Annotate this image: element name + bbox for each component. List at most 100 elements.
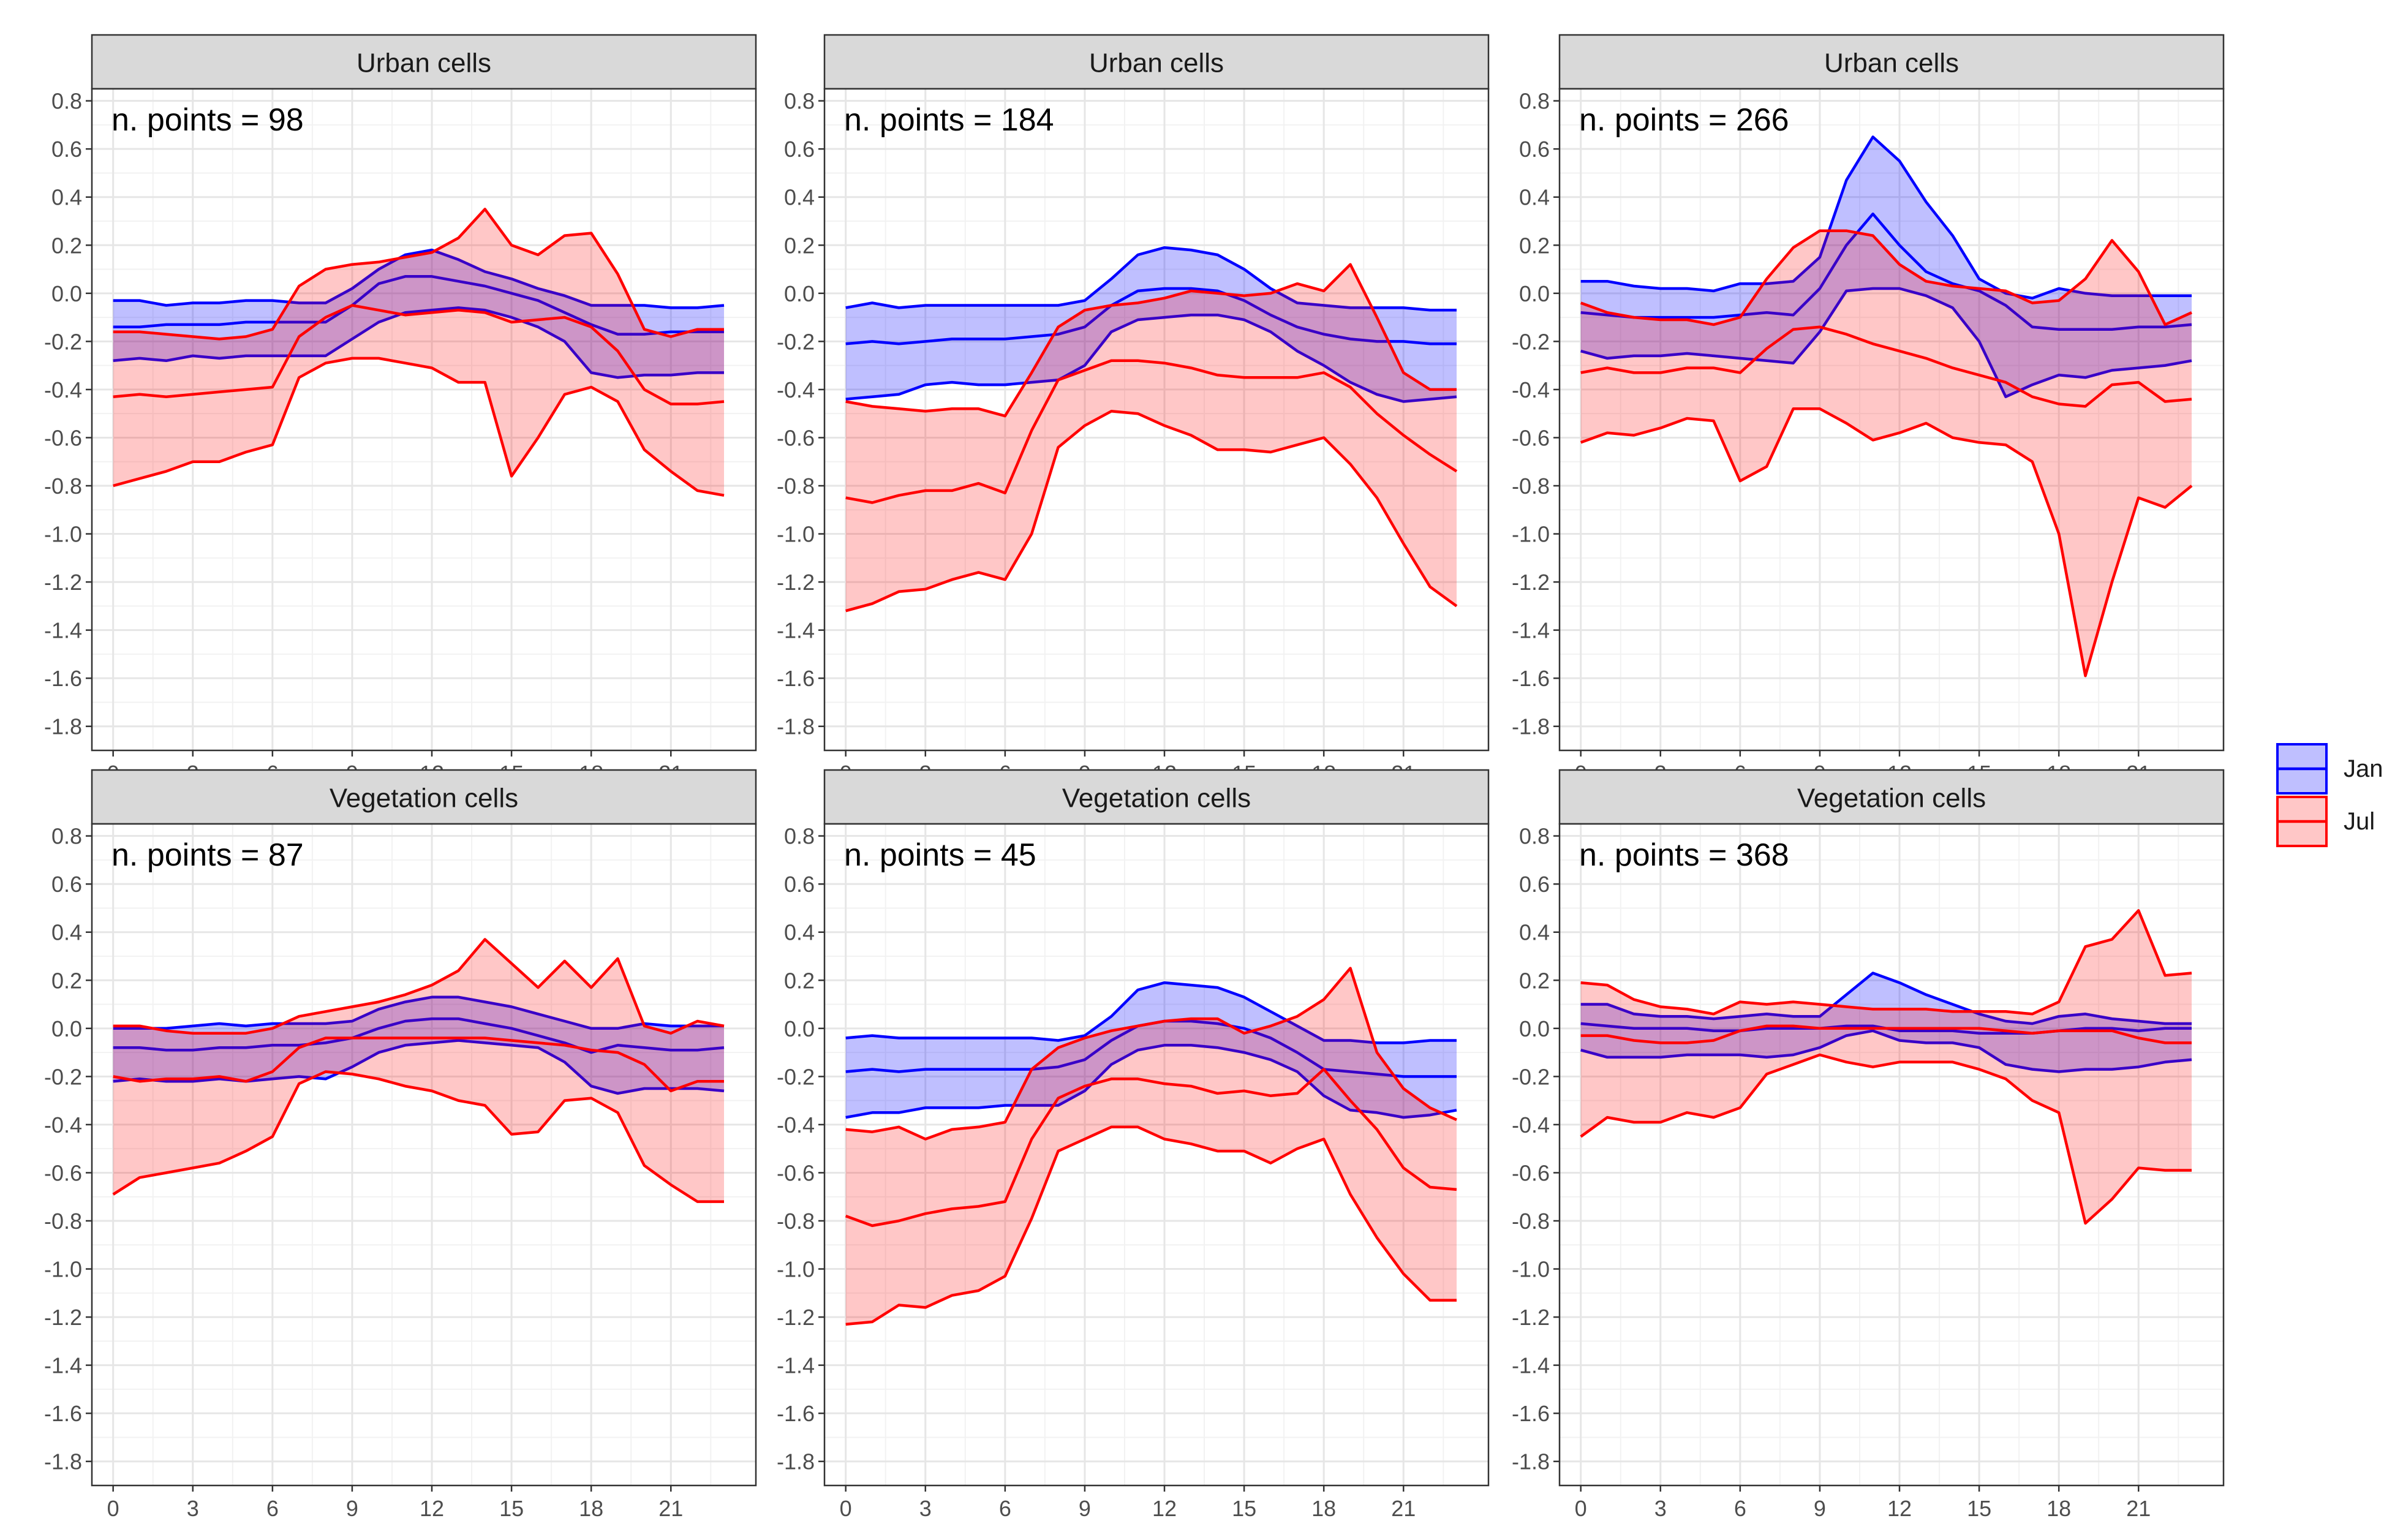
y-tick-label: -0.8 — [1512, 474, 1550, 499]
y-tick-label: -0.2 — [1512, 1064, 1550, 1089]
y-tick-label: -0.6 — [777, 425, 815, 450]
line-jan-lower — [113, 1039, 725, 1095]
y-tick-label: -0.2 — [44, 329, 82, 354]
series-layer — [113, 208, 725, 497]
line-jul-upper — [113, 208, 724, 341]
panel-border — [1558, 823, 2225, 1487]
y-tick-label: 0.6 — [784, 137, 815, 162]
x-tick-label: 15 — [1232, 1496, 1256, 1521]
y-tick-label: 0.8 — [784, 89, 815, 114]
y-tick-label: -1.6 — [777, 666, 815, 691]
y-tick-label: -1.0 — [1512, 522, 1550, 547]
x-tick-label: 3 — [919, 1496, 932, 1521]
y-tick-label: 0.8 — [51, 824, 82, 849]
facet-strip-label: Vegetation cells — [1062, 783, 1251, 813]
y-tick-label: -0.2 — [44, 1064, 82, 1089]
n-points-annotation: n. points = 98 — [111, 102, 304, 138]
series-layer — [112, 938, 725, 1203]
y-tick-label: 0.8 — [51, 89, 82, 114]
y-tick-label: -0.4 — [777, 377, 815, 402]
x-tick-label: 6 — [1734, 1496, 1746, 1521]
line-jul-median — [113, 1036, 724, 1093]
line-jul-upper — [1580, 909, 2192, 1016]
y-tick-label: -1.6 — [1512, 666, 1550, 691]
n-points-annotation: n. points = 368 — [1579, 837, 1789, 873]
x-tick-label: 21 — [2126, 1496, 2151, 1521]
line-jan-upper — [1580, 972, 2192, 1025]
y-tick-label: -0.2 — [777, 329, 815, 354]
line-jul-median — [845, 359, 1458, 504]
line-jan-lower — [1580, 287, 2192, 398]
line-jan-median — [113, 1017, 725, 1054]
y-tick-label: 0.6 — [1519, 872, 1550, 897]
y-tick-label: -1.0 — [777, 1257, 815, 1282]
y-tick-label: -1.8 — [1512, 714, 1550, 739]
facet-strip — [91, 769, 757, 825]
y-tick-label: 0.4 — [784, 185, 815, 210]
y-tick-label: -1.8 — [44, 714, 82, 739]
line-jul-upper — [113, 938, 725, 1035]
y-tick-label: -0.8 — [44, 1209, 82, 1234]
y-tick-label: 0.6 — [51, 872, 82, 897]
y-tick-label: -1.2 — [777, 570, 815, 595]
panel-border — [1558, 88, 2225, 752]
y-tick-label: 0.2 — [1519, 233, 1550, 258]
plot-area — [824, 89, 1488, 750]
facet-strip — [823, 769, 1490, 825]
y-tick-label: -1.6 — [1512, 1401, 1550, 1426]
panel-6: Vegetation cells n. points = 368 0.8 0.6 0.4… — [1512, 769, 2225, 1521]
line-jul-lower — [112, 1070, 724, 1203]
x-tick-label: 12 — [1152, 1496, 1177, 1521]
y-tick-label: 0.6 — [51, 137, 82, 162]
x-tick-label: 6 — [999, 1496, 1011, 1521]
y-tick-label: 0.4 — [784, 920, 815, 945]
facet-strip-label: Vegetation cells — [330, 783, 518, 813]
y-tick-label: 0.0 — [1519, 1016, 1550, 1041]
facet-strip — [1558, 769, 2225, 825]
y-tick-label: -1.0 — [777, 522, 815, 547]
y-tick-label: 0.8 — [1519, 89, 1550, 114]
y-tick-label: 0.8 — [1519, 824, 1550, 849]
facet-strip — [91, 34, 757, 90]
line-jul-lower — [1580, 407, 2193, 678]
y-tick-label: -1.8 — [44, 1449, 82, 1474]
legend-label-jul: Jul — [2344, 808, 2375, 835]
y-tick-label: 0.0 — [784, 1016, 815, 1041]
y-tick-label: 0.8 — [784, 824, 815, 849]
ribbon-jul — [845, 968, 1457, 1324]
line-jan-lower — [845, 313, 1457, 403]
x-tick-label: 18 — [2047, 1496, 2071, 1521]
y-tick-label: -1.0 — [1512, 1257, 1550, 1282]
n-points-annotation: n. points = 266 — [1579, 102, 1789, 138]
y-tick-label: 0.4 — [51, 920, 82, 945]
plot-area — [92, 824, 756, 1485]
series-layer — [1580, 135, 2193, 678]
y-tick-label: -1.6 — [44, 666, 82, 691]
line-jan-upper — [845, 246, 1457, 312]
line-jul-median — [1580, 325, 2192, 408]
n-points-annotation: n. points = 87 — [111, 837, 304, 873]
y-tick-label: 0.2 — [1519, 968, 1550, 993]
y-tick-label: 0.0 — [51, 281, 82, 306]
facet-strip-label: Urban cells — [1089, 48, 1224, 78]
line-jan-upper — [845, 981, 1457, 1044]
y-tick-label: -0.8 — [44, 474, 82, 499]
y-tick-label: -1.8 — [777, 714, 815, 739]
facet-strip-label: Vegetation cells — [1797, 783, 1986, 813]
line-jan-median — [1580, 212, 2192, 331]
y-tick-label: 0.4 — [1519, 185, 1550, 210]
y-tick-label: -1.4 — [777, 618, 815, 643]
plot-area — [1560, 89, 2224, 750]
line-jul-lower — [1580, 1053, 2192, 1225]
line-jul-upper — [845, 967, 1457, 1141]
x-tick-label: 3 — [187, 1496, 199, 1521]
y-tick-label: -0.4 — [777, 1112, 815, 1138]
panel-4: Vegetation cells n. points = 87 0.8 0.6 0.4 0… — [44, 769, 757, 1521]
x-tick-label: 21 — [658, 1496, 683, 1521]
series-layer — [1580, 909, 2192, 1225]
line-jan-lower — [113, 306, 724, 379]
y-tick-label: -1.2 — [777, 1305, 815, 1330]
ribbon-jul — [845, 264, 1457, 611]
x-tick-label: 12 — [1887, 1496, 1912, 1521]
y-tick-label: -0.2 — [777, 1064, 815, 1089]
